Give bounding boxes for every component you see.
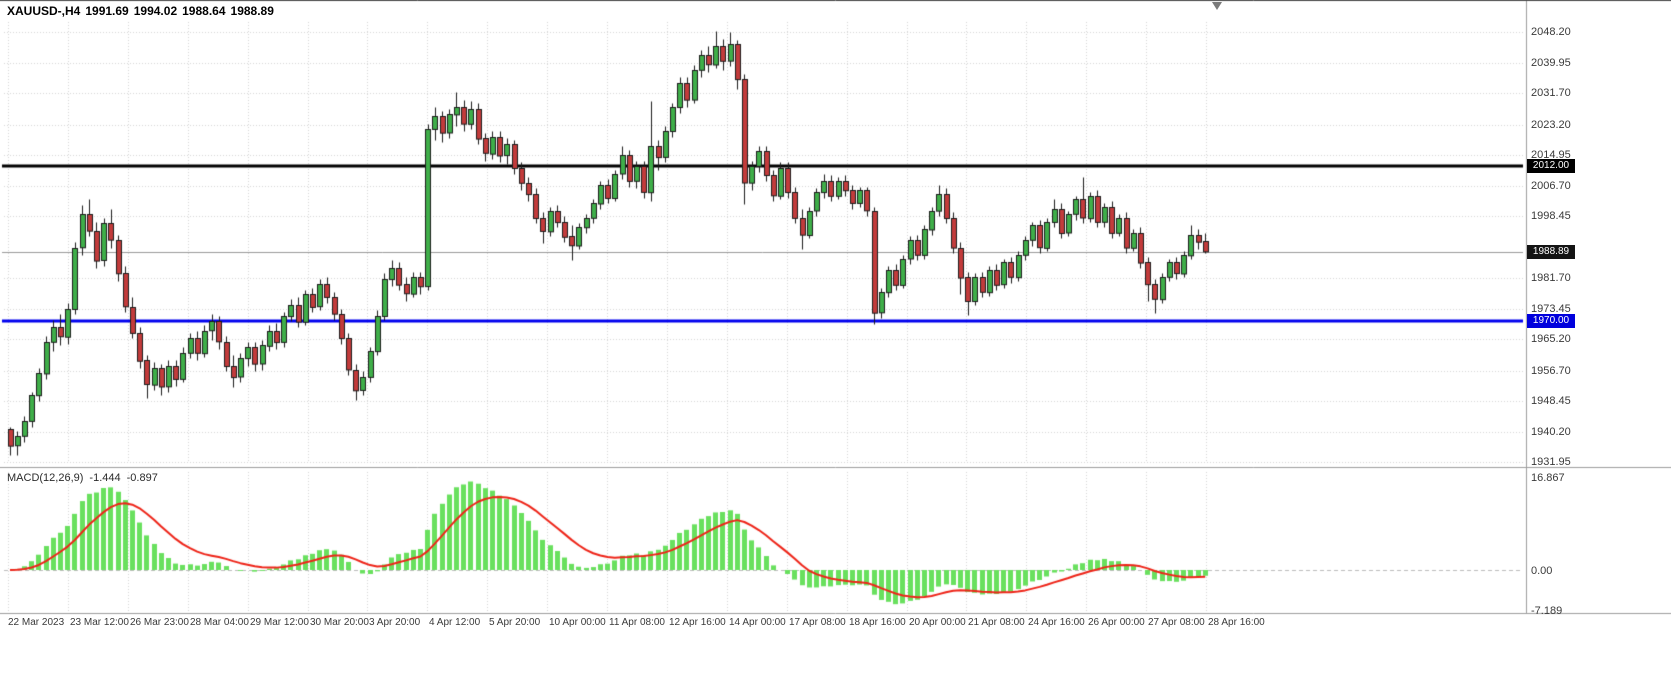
time-axis-label: 29 Mar 12:00 (250, 617, 309, 628)
time-axis-label: 12 Apr 16:00 (669, 617, 726, 628)
macd-signal-value: -0.897 (126, 472, 158, 484)
price-badge: 1970.00 (1527, 314, 1575, 328)
time-axis-label: 10 Apr 00:00 (549, 617, 606, 628)
time-axis-label: 26 Apr 00:00 (1088, 617, 1145, 628)
symbol-timeframe-label: XAUUSD-,H4 (7, 4, 81, 18)
time-axis-label: 28 Mar 04:00 (190, 617, 249, 628)
macd-axis-label: 16.867 (1531, 472, 1565, 484)
macd-axis-label: -7.189 (1531, 605, 1563, 617)
macd-main-value: -1.444 (89, 472, 121, 484)
time-axis-label: 30 Mar 20:00 (310, 617, 369, 628)
time-axis-label: 18 Apr 16:00 (849, 617, 906, 628)
price-axis-label: 2014.95 (1531, 149, 1571, 161)
low-value: 1988.64 (182, 4, 226, 18)
macd-name: MACD(12,26,9) (7, 472, 84, 484)
time-axis-label: 4 Apr 12:00 (429, 617, 481, 628)
time-axis-label: 5 Apr 20:00 (489, 617, 541, 628)
price-axis-label: 1940.20 (1531, 426, 1571, 438)
price-axis-label: 2039.95 (1531, 57, 1571, 69)
time-axis-label: 27 Apr 08:00 (1148, 617, 1205, 628)
time-axis-label: 23 Mar 12:00 (70, 617, 129, 628)
price-axis-label: 2006.70 (1531, 180, 1571, 192)
time-axis-label: 22 Mar 2023 (8, 617, 65, 628)
time-axis-label: 26 Mar 23:00 (130, 617, 189, 628)
time-axis-label: 17 Apr 08:00 (789, 617, 846, 628)
close-value: 1988.89 (230, 4, 274, 18)
time-axis-label: 20 Apr 00:00 (909, 617, 966, 628)
chart-shift-icon[interactable] (1212, 2, 1222, 10)
price-axis-label: 2023.20 (1531, 119, 1571, 131)
price-axis-label: 1998.45 (1531, 210, 1571, 222)
time-axis-label: 3 Apr 20:00 (369, 617, 421, 628)
price-axis-label: 1956.70 (1531, 365, 1571, 377)
macd-axis-label: 0.00 (1531, 565, 1553, 577)
macd-indicator-label: MACD(12,26,9) -1.444 -0.897 (7, 472, 164, 484)
price-axis-label: 1965.20 (1531, 333, 1571, 345)
price-axis-label: 1931.95 (1531, 456, 1571, 468)
time-axis-label: 21 Apr 08:00 (968, 617, 1025, 628)
price-axis-label: 2048.20 (1531, 26, 1571, 38)
ohlc-info: XAUUSD-,H4 1991.69 1994.02 1988.64 1988.89 (7, 4, 279, 18)
price-axis-label: 1981.70 (1531, 272, 1571, 284)
price-axis-label: 1973.45 (1531, 303, 1571, 315)
price-badge: 2012.00 (1527, 159, 1575, 173)
price-badge: 1988.89 (1527, 245, 1575, 259)
high-value: 1994.02 (133, 4, 178, 18)
time-axis-label: 24 Apr 16:00 (1028, 617, 1085, 628)
price-axis-label: 1948.45 (1531, 395, 1571, 407)
time-axis-label: 28 Apr 16:00 (1208, 617, 1265, 628)
open-value: 1991.69 (85, 4, 129, 18)
time-axis-label: 14 Apr 00:00 (729, 617, 786, 628)
time-axis-label: 11 Apr 08:00 (609, 617, 665, 628)
price-axis-label: 2031.70 (1531, 87, 1571, 99)
